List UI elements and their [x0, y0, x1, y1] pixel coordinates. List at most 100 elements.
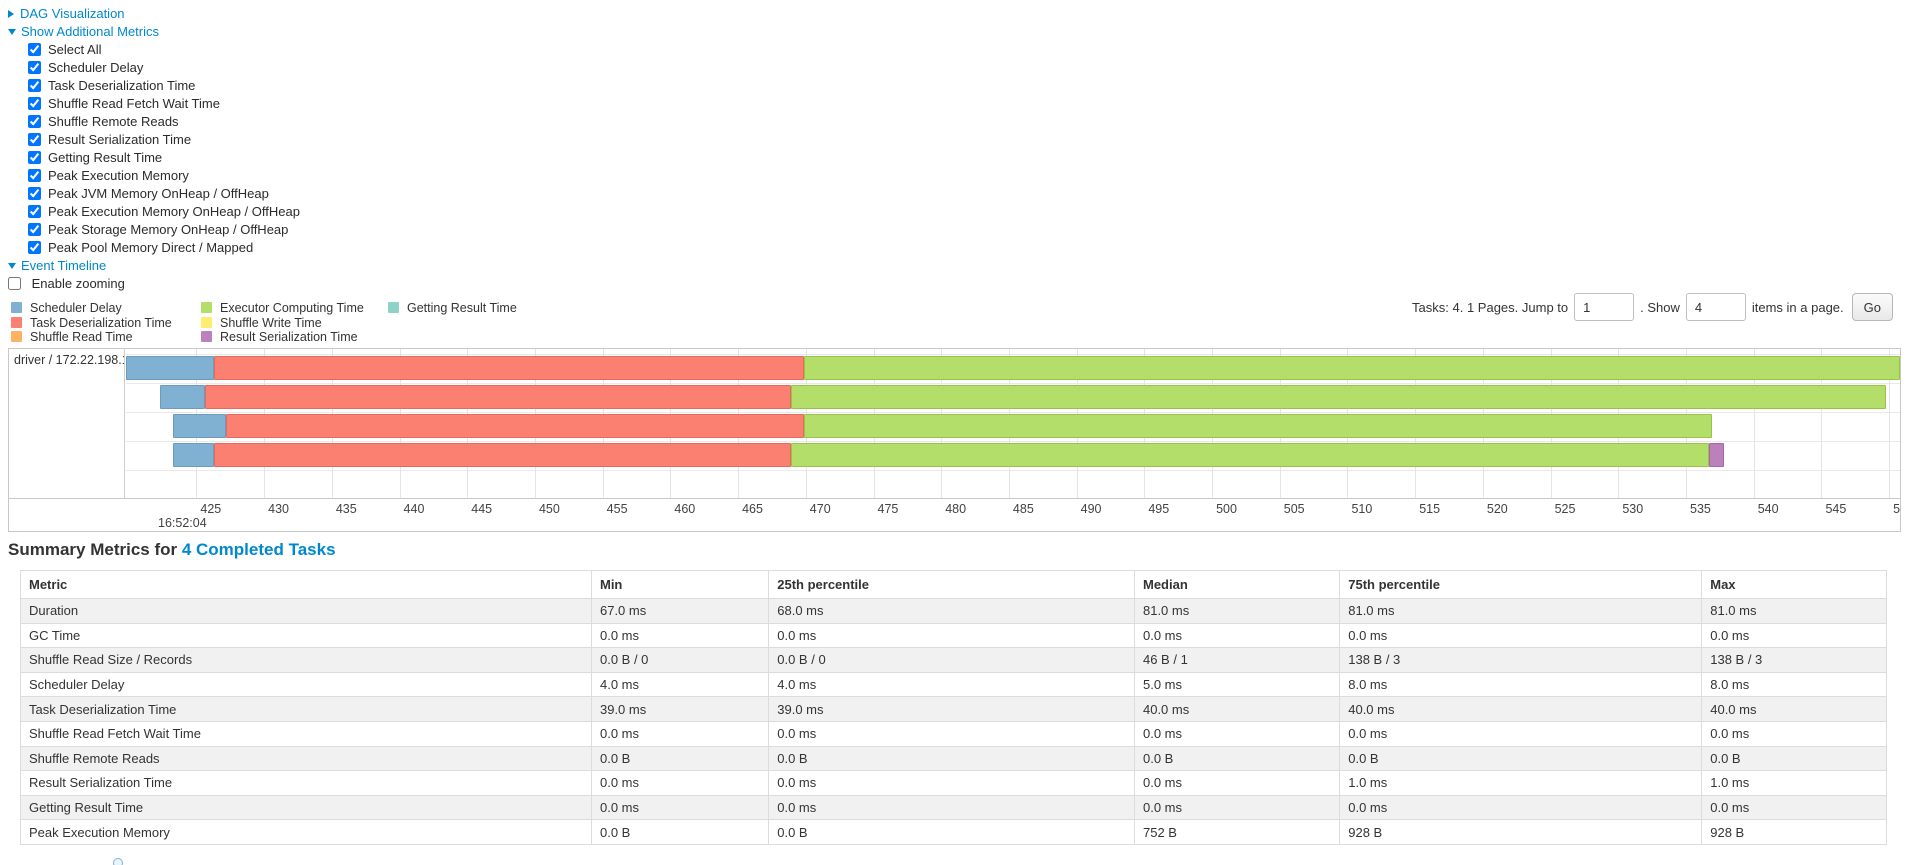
checkbox-getting-result-time[interactable] [28, 151, 41, 164]
metric-checkbox-select-all[interactable]: Select All [28, 41, 300, 59]
enable-zooming-checkbox-label[interactable]: Enable zooming [8, 275, 300, 293]
checkbox-shuffle-read-fetch-wait-time[interactable] [28, 97, 41, 110]
pagination-suffix-text: items in a page. [1751, 299, 1844, 315]
metric-row-duration: Duration 67.0 ms 68.0 ms 81.0 ms 81.0 ms 81.0… [20, 598, 1887, 624]
checkbox-label: Task Deserialization Time [48, 78, 196, 93]
event-timeline-label: Event Timeline [21, 258, 107, 273]
task-1-task-deserialization-segment[interactable] [214, 356, 805, 380]
axis-tick-label: 530 [1622, 502, 1644, 516]
checkbox-peak-storage-memory-onheap-offheap[interactable] [28, 223, 41, 236]
axis-tick-label: 470 [809, 502, 831, 516]
metric-value-cell: 8.0 ms [1339, 671, 1703, 698]
getting-result-time-swatch-icon [388, 302, 399, 313]
metric-checkbox-scheduler-delay[interactable]: Scheduler Delay [28, 59, 300, 77]
axis-tick-label: 465 [742, 502, 763, 516]
checkbox-label: Select All [48, 42, 102, 57]
timeline-plot [126, 349, 1900, 498]
checkbox-peak-execution-memory[interactable] [28, 169, 41, 182]
axis-tick-label: 440 [403, 502, 425, 516]
task-4-result-serialization-segment[interactable] [1709, 443, 1724, 467]
checkbox-task-deserialization-time[interactable] [28, 79, 41, 92]
axis-tick-label: 425 [200, 502, 222, 516]
metric-value-cell: 0.0 ms [1701, 622, 1887, 649]
checkbox-scheduler-delay[interactable] [28, 61, 41, 74]
metric-value-cell: 0.0 ms [1701, 720, 1887, 747]
metric-row-shuffle-remote-reads: Shuffle Remote Reads 0.0 B 0.0 B 0.0 B 0.0 B… [20, 745, 1887, 772]
metric-row-scheduler-delay: Scheduler Delay 4.0 ms 4.0 ms 5.0 ms 8.0 ms 8… [20, 671, 1887, 698]
metric-value-cell: 40.0 ms [1701, 696, 1887, 722]
metric-value-cell: 0.0 ms [1133, 794, 1341, 821]
metric-value-cell: 0.0 B [590, 819, 770, 845]
checkbox-label: Shuffle Remote Reads [48, 114, 179, 129]
metric-checkbox-result-serialization-time[interactable]: Result Serialization Time [28, 131, 300, 149]
metric-value-cell: 1.0 ms [1701, 770, 1887, 796]
enable-zooming-row: Enable zooming [8, 275, 300, 293]
legend-item-scheduler-delay: Scheduler Delay [11, 301, 201, 316]
axis-tick-label: 485 [1012, 502, 1034, 516]
task-1-executor-computing-segment[interactable] [804, 356, 1900, 380]
axis-tick-label: 545 [1825, 502, 1847, 516]
task-3-executor-computing-segment[interactable] [804, 414, 1712, 438]
items-per-page-input[interactable] [1685, 293, 1746, 321]
legend-item-executor-computing-time: Executor Computing Time [201, 301, 388, 316]
metric-checkbox-peak-storage-memory-onheap-offheap[interactable]: Peak Storage Memory OnHeap / OffHeap [28, 221, 300, 239]
metric-value-cell: 39.0 ms [768, 696, 1135, 722]
go-button[interactable]: Go [1851, 293, 1893, 321]
metric-value-cell: 0.0 ms [590, 794, 770, 821]
metric-value-cell: 68.0 ms [768, 598, 1135, 624]
checkbox-select-all[interactable] [28, 43, 41, 56]
metric-name-cell: Task Deserialization Time [20, 696, 592, 722]
axis-tick-label: 520 [1486, 502, 1508, 516]
metric-checkbox-shuffle-remote-reads[interactable]: Shuffle Remote Reads [28, 113, 300, 131]
metric-value-cell: 0.0 ms [768, 720, 1135, 747]
timeline-axis-labels: 425 430 435 440 445 450 455 460 465 470 475 480 485 4… [126, 499, 1900, 531]
additional-metrics-checkbox-list: Select All Scheduler Delay Task Deserializ… [28, 41, 300, 257]
axis-tick-label: 455 [606, 502, 628, 516]
metric-name-cell: Shuffle Remote Reads [20, 745, 592, 772]
task-4-task-deserialization-segment[interactable] [214, 443, 791, 467]
metric-row-getting-result-time: Getting Result Time 0.0 ms 0.0 ms 0.0 ms 0.0… [20, 794, 1887, 821]
legend-column: Executor Computing Time Shuffle Write Tim… [201, 301, 388, 345]
task-pagination: Tasks: 4. 1 Pages. Jump to . Show items … [1412, 293, 1893, 321]
metric-checkbox-peak-pool-memory-direct-mapped[interactable]: Peak Pool Memory Direct / Mapped [28, 239, 300, 257]
task-4-scheduler-delay-segment[interactable] [173, 443, 215, 467]
event-timeline-toggle[interactable]: Event Timeline [8, 257, 300, 275]
column-header-metric: Metric [20, 570, 592, 599]
dag-visualization-toggle[interactable]: DAG Visualization [8, 5, 300, 23]
checkbox-peak-pool-memory-direct-mapped[interactable] [28, 241, 41, 254]
axis-tick-label: 475 [877, 502, 899, 516]
checkbox-label: Peak Execution Memory [48, 168, 189, 183]
checkbox-result-serialization-time[interactable] [28, 133, 41, 146]
task-3-task-deserialization-segment[interactable] [226, 414, 805, 438]
metric-value-cell: 39.0 ms [590, 696, 770, 722]
metric-value-cell: 0.0 ms [1133, 622, 1341, 649]
metric-checkbox-peak-jvm-memory-onheap-offheap[interactable]: Peak JVM Memory OnHeap / OffHeap [28, 185, 300, 203]
summary-title-text: Summary Metrics for [8, 540, 182, 559]
jump-to-page-input[interactable] [1574, 293, 1635, 321]
task-3-scheduler-delay-segment[interactable] [173, 414, 227, 438]
task-2-executor-computing-segment[interactable] [790, 385, 1887, 409]
enable-zooming-checkbox[interactable] [8, 277, 21, 290]
metric-value-cell: 0.0 ms [1701, 794, 1887, 821]
metric-checkbox-task-deserialization-time[interactable]: Task Deserialization Time [28, 77, 300, 95]
task-2-scheduler-delay-segment[interactable] [159, 385, 205, 409]
shuffle-read-time-swatch-icon [11, 331, 22, 343]
metric-value-cell: 0.0 ms [768, 794, 1135, 821]
metric-checkbox-peak-execution-memory[interactable]: Peak Execution Memory [28, 167, 300, 185]
metric-checkbox-shuffle-read-fetch-wait-time[interactable]: Shuffle Read Fetch Wait Time [28, 95, 300, 113]
executor-computing-time-swatch-icon [201, 302, 212, 313]
task-4-executor-computing-segment[interactable] [790, 443, 1710, 467]
checkbox-shuffle-remote-reads[interactable] [28, 115, 41, 128]
task-1-scheduler-delay-segment[interactable] [126, 356, 215, 380]
legend-item-task-deserialization-time: Task Deserialization Time [11, 316, 201, 331]
completed-tasks-link[interactable]: 4 Completed Tasks [181, 540, 336, 559]
metric-checkbox-peak-execution-memory-onheap-offheap[interactable]: Peak Execution Memory OnHeap / OffHeap [28, 203, 300, 221]
show-additional-metrics-toggle[interactable]: Show Additional Metrics [8, 23, 300, 41]
legend-column: Getting Result Time [388, 301, 517, 316]
metric-value-cell: 0.0 ms [768, 622, 1135, 649]
checkbox-peak-execution-memory-onheap-offheap[interactable] [28, 205, 41, 218]
grid-hline [126, 383, 1900, 384]
checkbox-peak-jvm-memory-onheap-offheap[interactable] [28, 187, 41, 200]
task-2-task-deserialization-segment[interactable] [204, 385, 791, 409]
metric-checkbox-getting-result-time[interactable]: Getting Result Time [28, 149, 300, 167]
